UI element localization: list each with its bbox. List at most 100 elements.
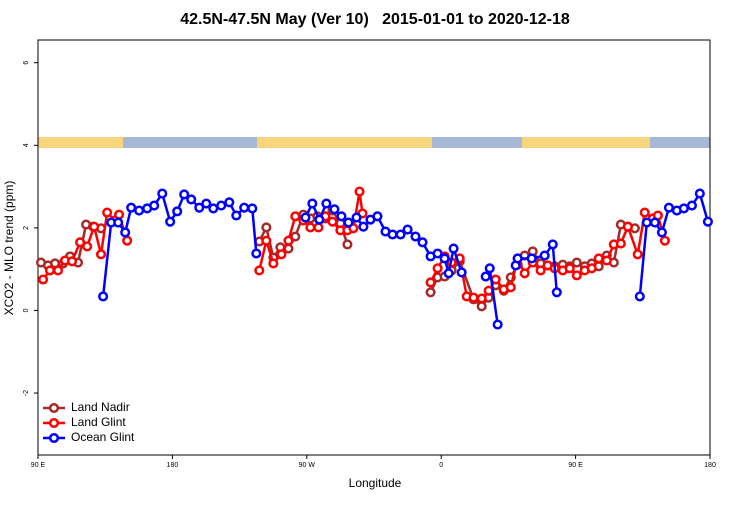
data-point	[290, 211, 301, 222]
data-point	[535, 265, 546, 276]
data-point	[122, 235, 133, 246]
data-point	[201, 198, 212, 209]
data-point	[432, 263, 443, 274]
data-point	[439, 253, 450, 264]
data-point	[186, 194, 197, 205]
data-point	[314, 214, 325, 225]
data-point	[395, 229, 406, 240]
data-point	[66, 256, 78, 267]
data-point	[283, 235, 294, 246]
y-tick-label: -2	[23, 390, 30, 396]
land-strip	[38, 137, 123, 148]
data-point	[678, 203, 689, 214]
data-point	[290, 231, 301, 242]
data-point	[571, 270, 582, 281]
data-point	[89, 221, 100, 232]
data-point	[432, 248, 443, 259]
data-point	[622, 221, 633, 232]
data-point	[52, 265, 64, 276]
data-point	[157, 188, 168, 199]
data-point	[476, 301, 487, 312]
data-point	[492, 319, 503, 330]
x-tick-label: 180	[704, 462, 716, 469]
data-point	[686, 200, 697, 211]
chart-title: 42.5N-47.5N May (Ver 10) 2015-01-01 to 2…	[180, 11, 570, 28]
data-point	[468, 292, 479, 303]
data-point	[239, 202, 250, 213]
x-tick-label: 90 W	[299, 462, 316, 469]
data-point	[75, 237, 86, 248]
data-point	[512, 253, 523, 264]
legend-label: Ocean Glint	[71, 430, 135, 444]
data-point	[261, 222, 272, 233]
legend-marker	[48, 432, 60, 444]
data-point	[247, 203, 258, 214]
data-point	[216, 200, 227, 211]
data-point	[305, 222, 316, 233]
data-point	[194, 202, 205, 213]
data-point	[165, 216, 176, 227]
data-point	[571, 257, 582, 268]
y-tick-label: 0	[23, 308, 30, 312]
data-point	[593, 253, 604, 264]
data-point	[601, 255, 612, 266]
data-point	[114, 209, 125, 220]
data-point	[343, 217, 354, 228]
land-strip	[522, 137, 650, 148]
legend-label: Land Nadir	[71, 400, 130, 414]
y-axis-label: XCO2 - MLO trend (ppm)	[2, 181, 16, 316]
data-point	[641, 217, 652, 228]
ocean-strip	[650, 137, 710, 148]
legend-marker	[48, 402, 60, 414]
data-point	[126, 202, 137, 213]
data-point	[656, 227, 667, 238]
data-point	[82, 241, 93, 252]
data-point	[172, 206, 183, 217]
data-point	[476, 293, 487, 304]
data-point	[254, 265, 265, 276]
data-point	[564, 263, 575, 274]
data-point	[425, 287, 436, 298]
data-point	[179, 189, 190, 200]
data-point	[358, 221, 369, 232]
ocean-strip	[123, 137, 257, 148]
data-point	[113, 217, 124, 228]
data-point	[586, 263, 597, 274]
data-point	[387, 229, 398, 240]
data-point	[329, 204, 340, 215]
data-point	[321, 198, 332, 209]
data-point	[342, 239, 353, 250]
x-axis-label: Longitude	[349, 476, 402, 490]
data-point	[480, 271, 491, 282]
data-point	[632, 249, 643, 260]
data-point	[98, 291, 109, 302]
x-tick-label: 0	[439, 462, 443, 469]
y-tick-label: 6	[23, 61, 30, 65]
data-point	[38, 274, 49, 285]
data-point	[702, 216, 713, 227]
data-point	[659, 235, 670, 246]
data-point	[694, 188, 705, 199]
data-point	[410, 231, 421, 242]
data-point	[351, 212, 362, 223]
data-point	[490, 274, 501, 285]
legend-label: Land Glint	[71, 415, 126, 429]
data-point	[300, 212, 311, 223]
data-point	[134, 205, 145, 216]
data-point	[539, 250, 550, 261]
x-tick-label: 90 E	[568, 462, 583, 469]
x-tick-label: 180	[167, 462, 179, 469]
data-point	[649, 217, 660, 228]
plot-frame	[37, 39, 711, 456]
data-point	[448, 243, 459, 254]
ocean-strip	[432, 137, 522, 148]
data-point	[313, 222, 324, 233]
data-point	[443, 268, 454, 279]
legend-marker	[48, 417, 60, 429]
data-point	[120, 227, 131, 238]
data-point	[372, 211, 383, 222]
data-point	[639, 207, 650, 218]
